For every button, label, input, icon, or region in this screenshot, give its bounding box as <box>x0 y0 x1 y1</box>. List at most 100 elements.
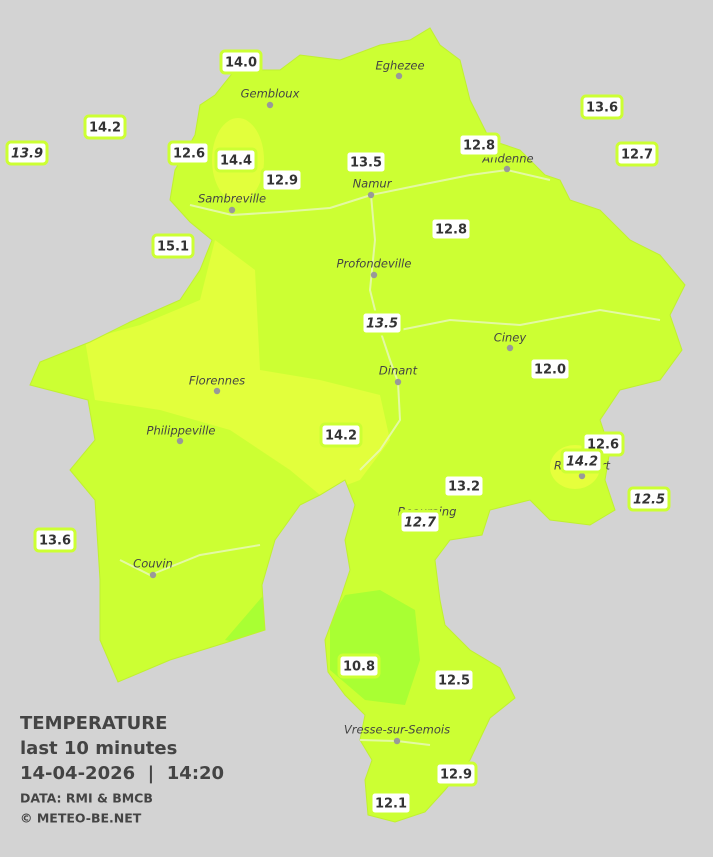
station-box <box>528 356 572 382</box>
station-value: 14.2 <box>566 455 598 470</box>
city-label: Eghezee <box>375 59 424 73</box>
station-value: 12.7 <box>621 148 653 163</box>
legend-datetime: 14-04-2026 | 14:20 <box>20 763 224 784</box>
station-box <box>214 147 258 173</box>
station-box <box>615 141 659 167</box>
city-dot <box>367 191 375 199</box>
cities: EghezeeGemblouxAndenneNamurSambrevillePr… <box>133 59 611 745</box>
station-box <box>260 167 304 193</box>
station-value: 12.6 <box>173 147 205 162</box>
station-box <box>627 486 671 512</box>
station: 13.2 <box>442 473 486 499</box>
station-box <box>167 140 211 166</box>
station-box <box>33 527 77 553</box>
station-box <box>360 310 404 336</box>
city-dot <box>149 571 157 579</box>
city-dot <box>266 101 274 109</box>
station-value: 13.6 <box>586 101 618 116</box>
station-box <box>457 132 501 158</box>
station-value: 12.1 <box>375 797 407 812</box>
city-label: Ciney <box>494 331 527 345</box>
station-value: 13.9 <box>11 147 43 162</box>
station: 12.9 <box>434 761 478 787</box>
station: 14.2 <box>319 422 363 448</box>
stations: 14.0 14.2 13.9 12.6 14.4 12.9 13.5 12.8 13.6 12.7… <box>5 49 671 816</box>
station-value: 13.5 <box>350 156 382 171</box>
legend-subtitle: last 10 minutes <box>20 738 177 759</box>
city-dot <box>176 437 184 445</box>
city-label: Vresse-sur-Semois <box>344 723 450 737</box>
station: 12.8 <box>429 216 473 242</box>
station-box <box>429 216 473 242</box>
station-value: 13.6 <box>39 534 71 549</box>
station-value: 12.8 <box>463 139 495 154</box>
station-box <box>434 761 478 787</box>
station-value: 12.7 <box>404 516 437 531</box>
station: 15.1 <box>151 233 195 259</box>
station: 12.7 <box>615 141 659 167</box>
station-box <box>432 667 476 693</box>
station-box <box>580 94 624 120</box>
station-value: 12.5 <box>438 674 470 689</box>
city-label: Profondeville <box>337 257 412 271</box>
legend-source: DATA: RMI & BMCB <box>20 791 153 806</box>
station: 13.9 <box>5 140 49 166</box>
station: 12.5 <box>432 667 476 693</box>
station-value: 14.2 <box>325 429 357 444</box>
legend-credit: © METEO-BE.NET <box>20 811 142 826</box>
city-dot <box>506 344 514 352</box>
station-box <box>442 473 486 499</box>
station-box <box>83 114 127 140</box>
station-value: 15.1 <box>157 240 189 255</box>
city-label: Florennes <box>189 374 245 388</box>
city-label: Dinant <box>379 364 418 378</box>
zone-warm <box>85 240 390 495</box>
station-value: 12.8 <box>435 223 467 238</box>
station: 12.1 <box>369 790 413 816</box>
station: 13.5 <box>344 149 388 175</box>
station-value: 13.2 <box>448 480 480 495</box>
station-value: 12.5 <box>633 493 665 508</box>
city-label: Sambreville <box>198 192 266 206</box>
station: 14.2 <box>83 114 127 140</box>
city-dot <box>395 72 403 80</box>
station: 12.6 <box>167 140 211 166</box>
station: 10.8 <box>337 653 381 679</box>
station: 14.4 <box>214 147 258 173</box>
station-box <box>219 49 263 75</box>
station-box <box>560 448 604 474</box>
legend-title: TEMPERATURE <box>20 713 167 734</box>
station: 13.5 <box>360 310 404 336</box>
city-dot <box>370 271 378 279</box>
station-box <box>344 149 388 175</box>
station-value: 14.2 <box>89 121 121 136</box>
city-label: Gembloux <box>241 87 300 101</box>
station-value: 14.0 <box>225 56 257 71</box>
station-box <box>398 509 442 535</box>
station-value: 14.4 <box>220 154 252 169</box>
station: 12.7 <box>398 509 442 535</box>
station-box <box>151 233 195 259</box>
city-dot <box>503 165 511 173</box>
legend: TEMPERATURE last 10 minutes 14-04-2026 |… <box>20 713 224 826</box>
station: 12.5 <box>627 486 671 512</box>
station-value: 10.8 <box>343 660 375 675</box>
station: 13.6 <box>33 527 77 553</box>
station-value: 12.9 <box>440 768 472 783</box>
city-dot <box>393 737 401 745</box>
city-dot <box>213 387 221 395</box>
city-dot <box>394 378 402 386</box>
city-label: Namur <box>353 177 393 191</box>
station-value: 12.9 <box>266 174 298 189</box>
station-box <box>5 140 49 166</box>
station-box <box>319 422 363 448</box>
station: 14.0 <box>219 49 263 75</box>
city-dot <box>578 472 586 480</box>
city-label: Couvin <box>133 557 173 571</box>
station-box <box>369 790 413 816</box>
station: 12.8 <box>457 132 501 158</box>
station-box <box>337 653 381 679</box>
station: 14.2 <box>560 448 604 474</box>
station-value: 13.5 <box>366 317 398 332</box>
